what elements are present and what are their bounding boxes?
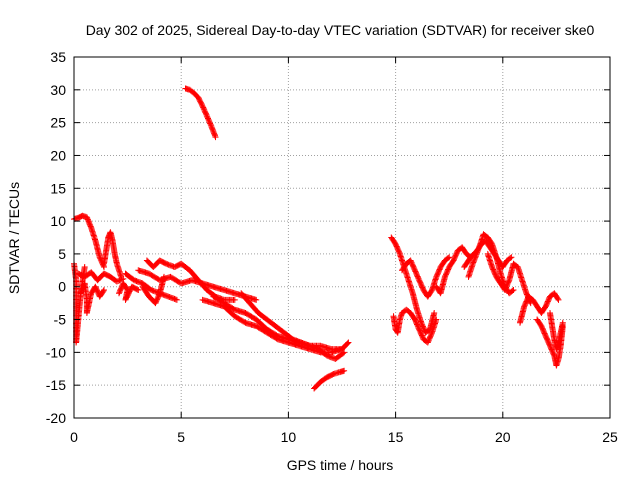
data-point-marker — [101, 287, 107, 293]
data-series-V — [484, 250, 534, 307]
data-point-marker — [433, 316, 440, 323]
data-point-marker — [253, 296, 260, 303]
data-point-marker — [509, 287, 516, 294]
data-point-marker — [344, 340, 351, 347]
data-point-marker — [431, 310, 438, 316]
data-series-C — [75, 269, 127, 285]
data-series-O — [311, 367, 348, 392]
data-series-E — [101, 229, 125, 280]
data-point-marker — [345, 339, 352, 346]
data-series-F — [116, 280, 142, 303]
data-point-marker — [559, 319, 566, 326]
y-tick-label: 20 — [50, 147, 66, 163]
data-point-marker — [231, 296, 238, 303]
x-tick-label: 0 — [70, 429, 78, 445]
data-series-K — [182, 85, 219, 141]
data-point-marker — [340, 350, 347, 357]
x-tick-label: 5 — [177, 429, 185, 445]
data-series-W — [517, 290, 562, 326]
y-tick-label: 15 — [50, 180, 66, 196]
data-series-J — [135, 267, 260, 303]
x-tick-label: 10 — [281, 429, 297, 445]
data-point-marker — [81, 264, 88, 270]
data-series-N — [238, 290, 348, 362]
data-point-marker — [507, 255, 514, 261]
data-point-marker — [554, 295, 561, 302]
y-tick-label: 30 — [50, 82, 66, 98]
data-point-marker — [173, 296, 180, 303]
data-points — [71, 85, 566, 392]
data-series-Q — [390, 306, 440, 346]
y-tick-label: -5 — [54, 312, 67, 328]
y-tick-label: 10 — [50, 213, 66, 229]
data-point-marker — [341, 367, 348, 374]
x-tick-label: 25 — [602, 429, 618, 445]
grid-lines — [74, 57, 610, 418]
y-tick-label: 35 — [50, 49, 66, 65]
y-tick-label: 25 — [50, 115, 66, 131]
axis-ticks: -20 -15 -10 -5 0 5 10 15 20 25 30 35 0 5 10 15 20 25 — [46, 49, 618, 445]
data-point-marker — [510, 287, 517, 293]
chart-title: Day 302 of 2025, Sidereal Day-to-day VTE… — [86, 22, 595, 38]
y-tick-label: -10 — [46, 344, 66, 360]
data-series-R — [399, 254, 453, 300]
data-point-marker — [508, 254, 515, 261]
x-axis-label: GPS time / hours — [287, 457, 394, 473]
data-point-marker — [445, 255, 452, 261]
x-tick-label: 20 — [495, 429, 511, 445]
data-series-Y — [547, 310, 566, 353]
data-point-marker — [212, 134, 219, 141]
x-tick-label: 15 — [388, 429, 404, 445]
data-point-marker — [555, 296, 562, 303]
data-point-marker — [118, 273, 125, 280]
data-series-P — [388, 234, 438, 336]
y-tick-label: -15 — [46, 377, 66, 393]
data-series-S — [433, 244, 474, 297]
data-series-D — [77, 280, 107, 316]
data-point-marker — [446, 254, 453, 261]
data-point-marker — [135, 287, 142, 293]
y-tick-label: 0 — [58, 279, 66, 295]
y-axis-label: SDTVAR / TECUs — [6, 182, 22, 294]
data-point-marker — [341, 349, 348, 356]
data-point-marker — [100, 288, 107, 295]
data-series-U — [465, 231, 517, 297]
plot-frame — [73, 56, 611, 419]
y-tick-label: -20 — [46, 410, 66, 426]
y-tick-label: 5 — [58, 246, 66, 262]
